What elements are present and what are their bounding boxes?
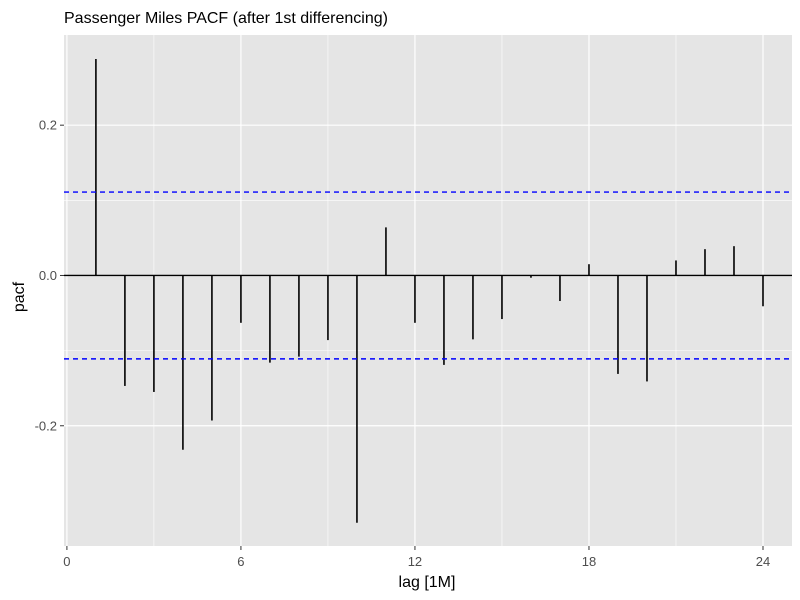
y-tick-label: -0.2: [35, 418, 57, 433]
x-axis-title: lag [1M]: [399, 574, 456, 591]
y-tick-label: 0.2: [39, 118, 57, 133]
chart-title: Passenger Miles PACF (after 1st differen…: [64, 10, 388, 27]
x-tick-label: 24: [756, 554, 770, 569]
pacf-bars: [95, 59, 764, 523]
x-tick-label: 18: [582, 554, 596, 569]
y-axis: -0.2 0.0 0.2: [35, 118, 64, 433]
x-axis: 0 6 12 18 24: [63, 546, 770, 569]
plot-panel: [64, 35, 792, 546]
y-tick-label: 0.0: [39, 268, 57, 283]
x-tick-label: 12: [408, 554, 422, 569]
confidence-bounds: [64, 191, 792, 360]
y-axis-title: pacf: [11, 281, 28, 312]
x-tick-label: 6: [237, 554, 244, 569]
x-tick-label: 0: [63, 554, 70, 569]
